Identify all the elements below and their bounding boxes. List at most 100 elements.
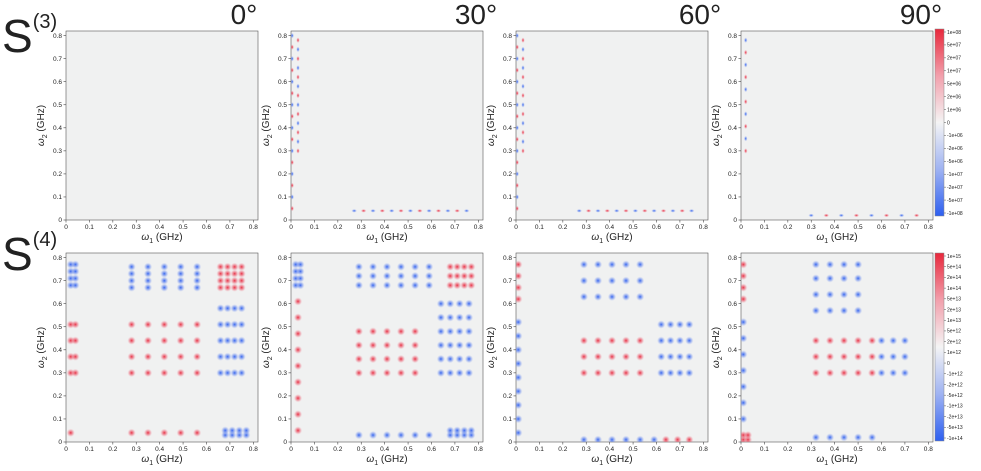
heatmap-blob — [455, 299, 464, 308]
heatmap-blob — [825, 260, 835, 269]
heatmap-blob — [291, 125, 294, 131]
heatmap-blob — [160, 320, 169, 329]
heatmap-blob — [216, 336, 225, 345]
x-tick-label: 0.7 — [900, 224, 909, 231]
heatmap-blob — [296, 111, 300, 117]
heatmap-blob — [811, 260, 821, 269]
y-tick-label: 0.2 — [53, 393, 62, 400]
heatmap-blob — [223, 262, 232, 271]
heatmap-blob — [127, 269, 136, 278]
heatmap-blob — [71, 267, 80, 276]
x-tick-label: 0.8 — [699, 224, 708, 231]
x-tick-label: 0.8 — [924, 446, 933, 453]
y-tick-label: 0.7 — [503, 278, 512, 285]
heatmap-blob — [811, 433, 821, 442]
heatmap-blob — [521, 55, 525, 62]
heatmap-blob — [291, 205, 294, 212]
heatmap-blob — [127, 428, 136, 437]
x-tick-label: 0 — [289, 446, 293, 453]
heatmap-blob — [825, 290, 835, 299]
x-tick-label: 0 — [514, 446, 518, 453]
heatmap-blob — [230, 269, 239, 278]
y-tick-label: 0.1 — [728, 194, 737, 201]
heatmap-blob — [291, 194, 294, 200]
heatmap-blob — [811, 306, 821, 315]
heatmap-blob — [71, 368, 80, 378]
y-tick-label: 0.3 — [503, 370, 512, 377]
heatmap-blob — [160, 336, 169, 345]
y-tick-label: 0.8 — [728, 33, 737, 40]
heatmap-panel-r2-c4: 0 0.1 0.2 0.3 0.4 0.5 0.6 0.7 0.8 0 0.1 0.2 0.3 0.4 0.… — [711, 252, 934, 467]
heatmap-blob — [446, 313, 455, 322]
colorbar-label: 2e+14 — [947, 275, 961, 281]
heatmap-blob — [516, 55, 519, 62]
y-tick-label: 0.3 — [728, 370, 737, 377]
heatmap-blob — [436, 327, 446, 336]
y-tick-label: 0.6 — [728, 301, 737, 308]
heatmap-blob — [649, 435, 659, 442]
heatmap-blob — [230, 320, 239, 329]
x-tick-label: 0.3 — [357, 446, 366, 453]
colorbar-label: 1e+14 — [947, 286, 961, 292]
x-tick-label: 0.4 — [605, 224, 614, 231]
heatmap-blob — [621, 435, 631, 442]
y-tick-label: 0.8 — [278, 255, 287, 262]
y-axis-label: ω2 (GHz) — [711, 327, 724, 368]
heatmap-blob — [410, 341, 420, 350]
heatmap-blob — [296, 74, 300, 80]
x-tick-label: 0.8 — [249, 224, 258, 231]
heatmap-blob — [410, 368, 420, 378]
heatmap-marks — [516, 260, 694, 442]
heatmap-blob — [291, 90, 294, 96]
heatmap-blob — [71, 260, 80, 269]
heatmap-blob — [607, 435, 617, 442]
x-tick-label: 0.5 — [404, 446, 413, 453]
heatmap-blob — [521, 102, 525, 108]
heatmap-blob — [291, 67, 294, 73]
y-tick-label: 0.2 — [728, 171, 737, 178]
column-title-0: 0° — [231, 0, 258, 30]
heatmap-blob — [291, 55, 294, 62]
heatmap-blob — [741, 334, 748, 343]
heatmap-blob — [743, 62, 748, 68]
heatmap-blob — [741, 294, 748, 304]
heatmap-blob — [741, 317, 748, 327]
heatmap-blob — [453, 426, 462, 435]
y-tick-label: 0.3 — [503, 148, 512, 155]
heatmap-blob — [360, 209, 367, 213]
heatmap-blob — [595, 209, 601, 213]
heatmap-blob — [516, 194, 519, 200]
heatmap-panel-r2-c2: 0 0.1 0.2 0.3 0.4 0.5 0.6 0.7 0.8 0 0.1 0.2 0.3 0.4 0.… — [261, 252, 484, 467]
y-tick-label: 0.2 — [278, 171, 287, 178]
x-tick-label: 0.6 — [202, 446, 211, 453]
heatmap-blob — [382, 262, 392, 271]
heatmap-blob — [454, 209, 461, 213]
colorbar-label: 5e+07 — [947, 43, 961, 49]
heatmap-blob — [661, 435, 671, 442]
heatmap-blob — [516, 102, 519, 108]
x-tick-label: 0.7 — [900, 446, 909, 453]
x-tick-label: 0.6 — [652, 224, 661, 231]
x-axis-label: ω1 (GHz) — [816, 232, 857, 245]
colorbar-label: 1e+07 — [947, 69, 961, 75]
heatmap-blob — [521, 148, 525, 154]
heatmap-blob — [853, 213, 860, 218]
heatmap-blob — [521, 111, 525, 117]
heatmap-blob — [424, 281, 434, 290]
y-tick-label: 0.4 — [728, 347, 737, 354]
y-tick-label: 0.6 — [728, 79, 737, 86]
heatmap-blob — [354, 341, 364, 350]
heatmap-blob — [900, 336, 910, 345]
heatmap-blob — [516, 159, 519, 166]
y-tick-label: 0.5 — [503, 102, 512, 109]
y-tick-label: 0.6 — [278, 301, 287, 308]
y-tick-label: 0.1 — [503, 416, 512, 423]
heatmap-blob — [237, 336, 246, 345]
heatmap-blob — [223, 352, 232, 361]
heatmap-blob — [516, 148, 519, 154]
heatmap-blob — [743, 111, 748, 117]
heatmap-blob — [453, 271, 462, 281]
heatmap-blob — [576, 209, 582, 213]
heatmap-blob — [296, 148, 300, 154]
heatmap-blob — [424, 262, 434, 271]
